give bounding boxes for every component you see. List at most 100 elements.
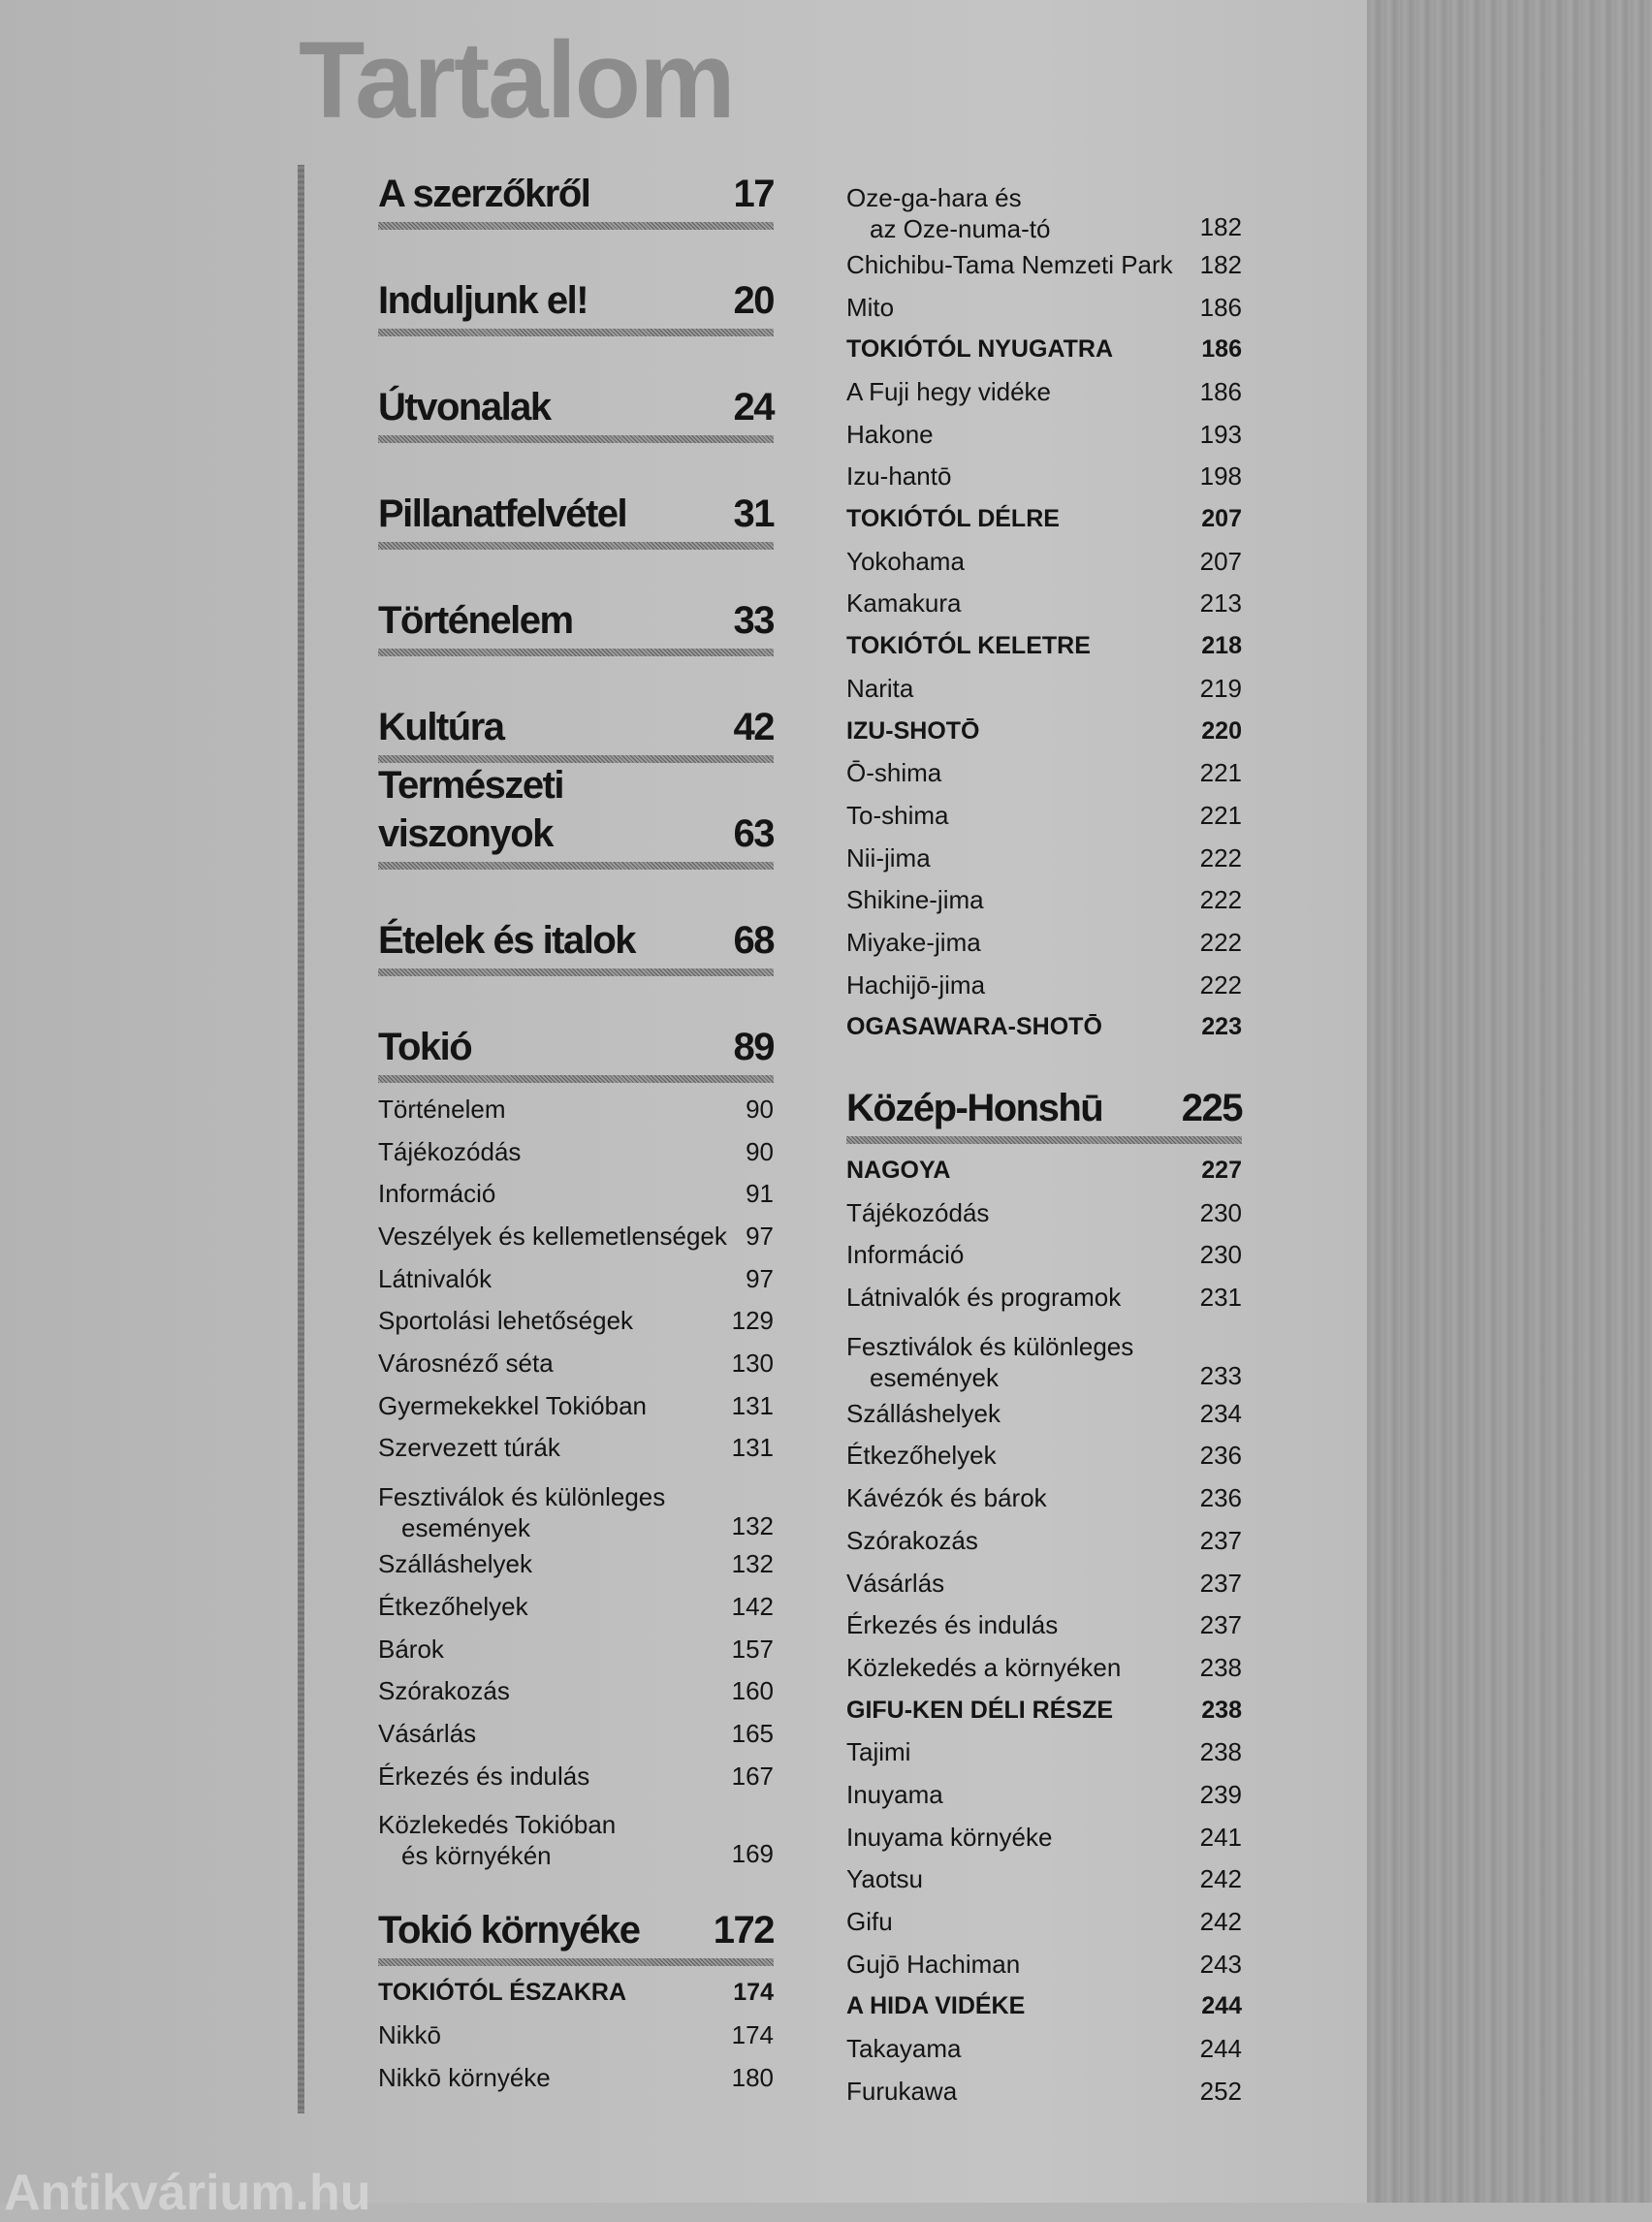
entry-page-number: 222 [1199, 842, 1242, 873]
chapter-page-number: 89 [733, 1026, 776, 1068]
entry-label: Izu-hantō [846, 461, 952, 492]
toc-item: Inuyama környéke 241 [846, 1817, 1242, 1859]
toc-column-left: A szerzőkről 17 Induljunk el! 20 Útvonalak 24… [378, 170, 776, 2099]
toc-item: Hachijō-jima 222 [846, 965, 1242, 1007]
entry-label: Hakone [846, 419, 934, 449]
chapter-heading: Közép-Honshū 225 [846, 1084, 1244, 1132]
entry-label-line: Fesztiválok és különleges [378, 1482, 666, 1512]
entry-label: Mito [846, 292, 895, 322]
entry-page-number: 169 [731, 1839, 774, 1869]
chapter-heading: A szerzőkről 17 [378, 170, 775, 218]
entry-page-number: 242 [1199, 1864, 1242, 1894]
entry-page-number: 223 [1201, 1013, 1242, 1041]
entry-page-number: 252 [1199, 2076, 1242, 2106]
entry-label: Sportolási lehetőségek [378, 1306, 634, 1336]
entry-page-number: 222 [1199, 927, 1242, 957]
chapter-title: Tokió [378, 1026, 473, 1068]
chapter-heading: Tokió 89 [378, 1023, 776, 1071]
entry-label: Narita [846, 673, 914, 703]
toc-chapter: Kultúra 42 [378, 703, 775, 763]
entry-page-number: 213 [1199, 588, 1242, 619]
chapter-rule [378, 755, 774, 763]
entry-page-number: 207 [1199, 546, 1242, 576]
entry-page-number: 221 [1199, 758, 1242, 788]
toc-item: Közlekedés Tokióban és környékén 169 [378, 1797, 774, 1871]
entry-label: Városnéző séta [378, 1349, 554, 1379]
vertical-divider [298, 165, 304, 2113]
entry-page-number: 219 [1199, 673, 1242, 703]
entry-page-number: 130 [731, 1349, 774, 1379]
entry-page-number: 237 [1199, 1610, 1242, 1640]
page-edge-background [1367, 0, 1652, 2203]
entry-label: Ō-shima [846, 758, 942, 788]
chapter-rule [378, 1075, 774, 1083]
entry-page-number: 239 [1199, 1779, 1242, 1809]
entry-page-number: 186 [1199, 377, 1242, 407]
entry-label-line: Oze-ga-hara és [846, 183, 1022, 212]
toc-item: Szórakozás 160 [378, 1670, 774, 1713]
toc-item: Yokohama 207 [846, 541, 1242, 584]
entry-label-line: Közlekedés Tokióban [378, 1810, 617, 1840]
entry-page-number: 132 [731, 1549, 774, 1579]
entry-page-number: 165 [731, 1718, 774, 1748]
entry-page-number: 131 [731, 1433, 774, 1463]
entry-label-line: események [870, 1362, 999, 1392]
entry-page-number: 227 [1201, 1157, 1242, 1185]
chapter-rule [846, 1136, 1242, 1145]
entry-page-number: 142 [731, 1591, 774, 1621]
toc-item: Látnivalók 97 [378, 1258, 774, 1301]
entry-page-number: 186 [1201, 335, 1242, 364]
toc-chapter: Pillanatfelvétel 31 [378, 490, 775, 550]
entry-label: Étkezőhelyek [378, 1591, 528, 1621]
entry-label: Veszélyek és kellemetlenségek [378, 1222, 727, 1252]
chapter-heading: Útvonalak 24 [378, 383, 775, 431]
toc-item: A Fuji hegy vidéke 186 [846, 371, 1242, 414]
entry-label-line: események [401, 1513, 530, 1543]
entry-page-number: 131 [731, 1390, 774, 1420]
toc-item: Nikkō 174 [378, 2015, 774, 2057]
entry-page-number: 238 [1199, 1737, 1242, 1767]
chapter-rule [378, 542, 774, 550]
chapter-title: Természeti viszonyok [378, 764, 565, 855]
chapter-title: Tokió környéke [378, 1909, 641, 1952]
chapter-rule [378, 435, 774, 443]
toc-item: Szervezett túrák 131 [378, 1428, 774, 1471]
toc-item: Ō-shima 221 [846, 752, 1242, 795]
chapter-title: Induljunk el! [378, 279, 589, 322]
entry-page-number: 237 [1199, 1525, 1242, 1555]
entry-page-number: 180 [731, 2062, 774, 2092]
entry-page-number: 218 [1201, 632, 1242, 660]
toc-item: Izu-hantō 198 [846, 456, 1242, 498]
toc-section: TOKIÓTÓL ÉSZAKRA 174 [378, 1972, 774, 2015]
entry-label: Fesztiválok és különleges események [378, 1481, 665, 1543]
toc-item: Érkezés és indulás 167 [378, 1756, 774, 1798]
entry-page-number: 97 [746, 1263, 774, 1293]
entry-label: NAGOYA [846, 1157, 951, 1185]
entry-label: Szálláshelyek [378, 1549, 532, 1579]
chapter-heading: Természeti viszonyok 63 [378, 764, 775, 858]
toc-item: Városnéző séta 130 [378, 1343, 774, 1385]
toc-item: Hakone 193 [846, 414, 1242, 457]
toc-item: Mito 186 [846, 287, 1242, 330]
entry-page-number: 132 [731, 1511, 774, 1541]
entry-page-number: 244 [1201, 1992, 1242, 2020]
toc-section: TOKIÓTÓL KELETRE 218 [846, 625, 1242, 668]
entry-label: A HIDA VIDÉKE [846, 1992, 1026, 2020]
toc-item: Gifu 242 [846, 1901, 1242, 1944]
entry-label: Takayama [846, 2034, 962, 2064]
chapter-page-number: 172 [713, 1909, 776, 1952]
toc-item: Étkezőhelyek 236 [846, 1436, 1242, 1478]
chapter-heading: Kultúra 42 [378, 703, 775, 751]
entry-page-number: 221 [1199, 800, 1242, 830]
chapter-title: Pillanatfelvétel [378, 492, 628, 535]
chapter-heading: Induljunk el! 20 [378, 276, 775, 325]
entry-label: Szórakozás [846, 1525, 978, 1555]
entry-page-number: 241 [1199, 1822, 1242, 1852]
entry-page-number: 234 [1199, 1398, 1242, 1428]
chapter-title: Közép-Honshū [846, 1087, 1104, 1130]
toc-item: Gujō Hachiman 243 [846, 1944, 1242, 1986]
entry-label: Érkezés és indulás [846, 1610, 1059, 1640]
toc-item: Tajimi 238 [846, 1731, 1242, 1774]
toc-chapter: Tokió környéke 172 [378, 1906, 776, 1967]
entry-page-number: 242 [1199, 1907, 1242, 1937]
